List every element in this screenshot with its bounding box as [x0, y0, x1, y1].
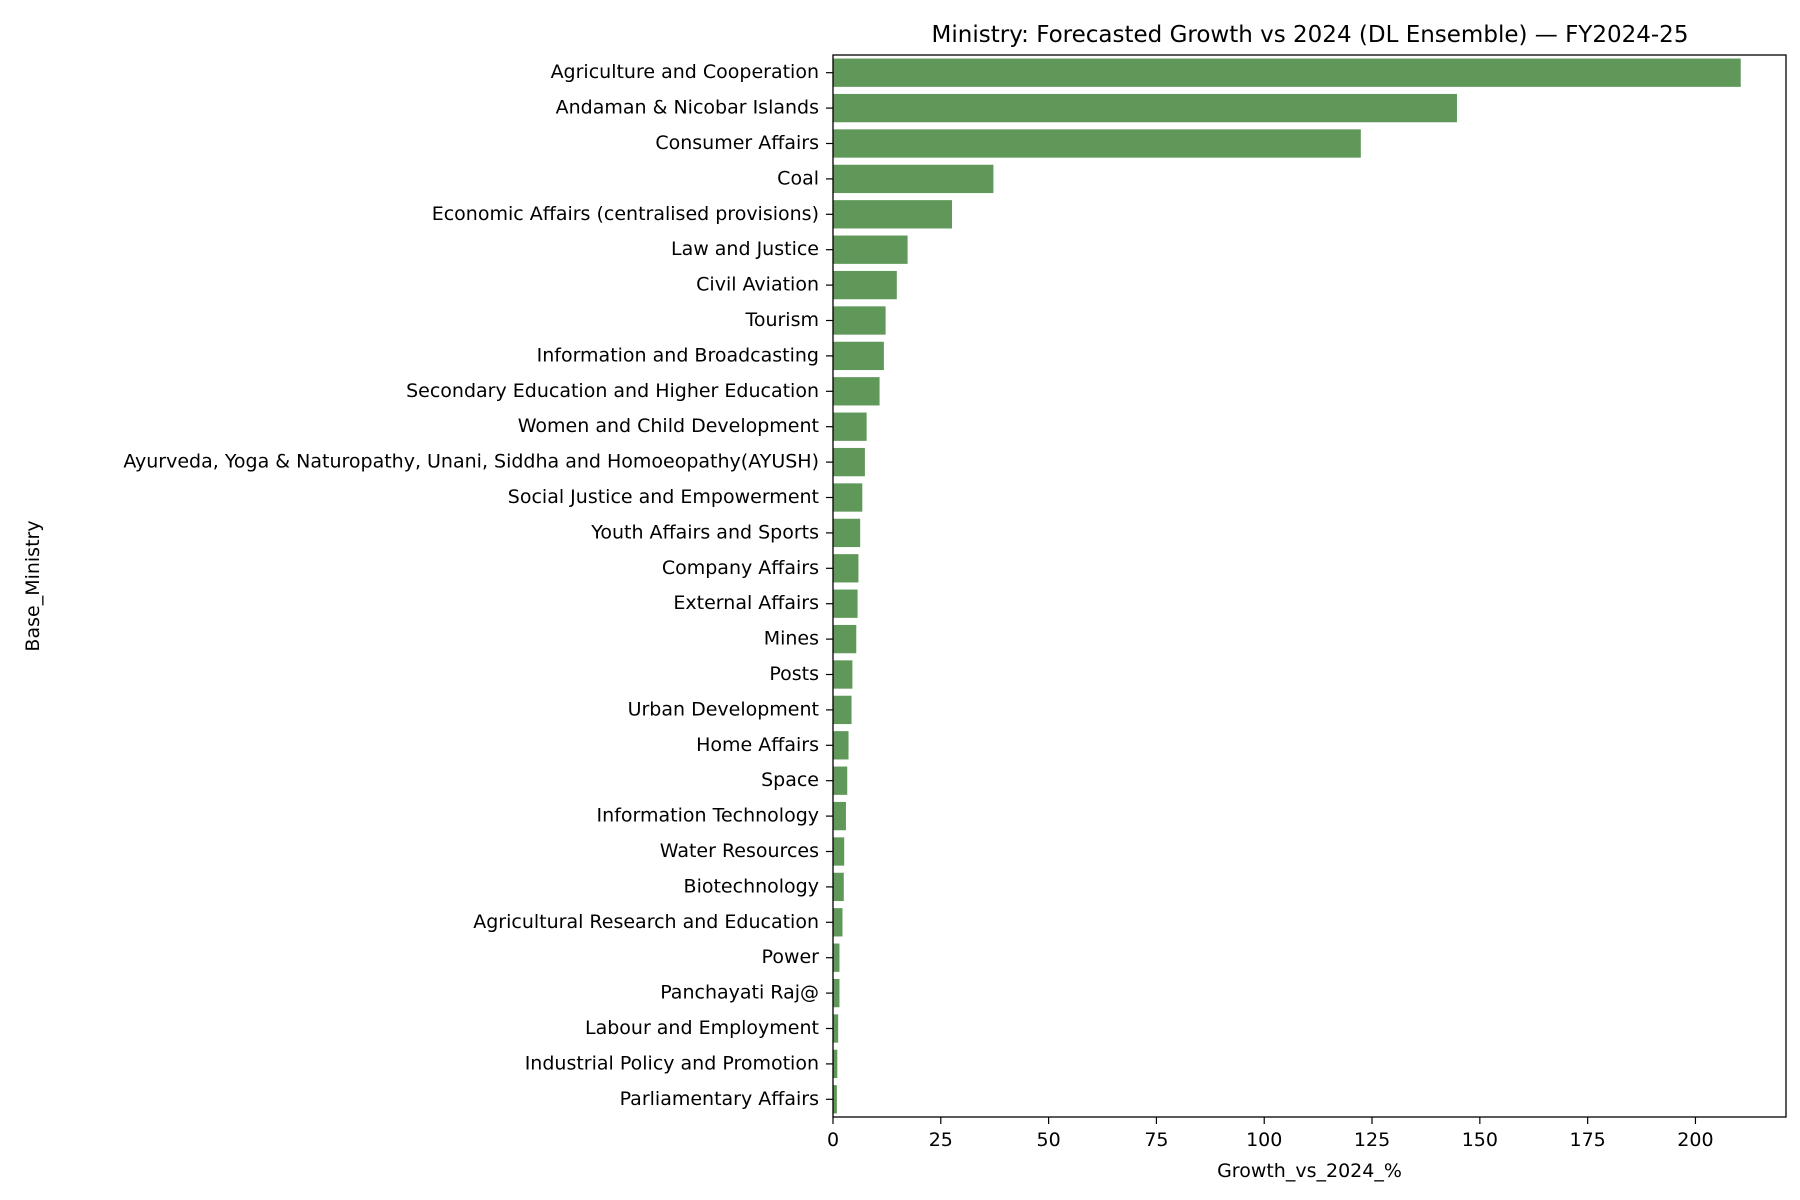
y-tick-label: Water Resources [660, 840, 819, 862]
x-tick-label: 150 [1462, 1129, 1498, 1151]
y-tick-label: Information and Broadcasting [537, 344, 819, 366]
bar [833, 377, 880, 406]
bar [833, 235, 908, 264]
bar [833, 447, 865, 477]
bars-group [833, 58, 1741, 1114]
bar [833, 801, 846, 831]
y-tick-label: Biotechnology [684, 875, 819, 897]
chart-title: Ministry: Forecasted Growth vs 2024 (DL … [932, 22, 1689, 48]
plot-frame [832, 54, 1787, 1118]
bar [833, 943, 840, 972]
bar [833, 200, 953, 229]
y-tick-label: Civil Aviation [696, 274, 819, 296]
bar [833, 624, 857, 654]
y-tick-label: Youth Affairs and Sports [590, 521, 819, 543]
bar [833, 660, 853, 689]
bar [833, 270, 897, 300]
y-tick-label: Power [762, 946, 820, 968]
y-tick-label: Urban Development [628, 698, 819, 720]
y-tick-label: Information Technology [597, 805, 819, 827]
y-tick-label: Economic Affairs (centralised provisions… [432, 203, 819, 225]
y-tick-label: Parliamentary Affairs [620, 1088, 819, 1110]
bar [833, 872, 844, 902]
bar [833, 129, 1361, 158]
x-tick-label: 25 [929, 1129, 953, 1151]
bar [833, 341, 884, 371]
bar [833, 58, 1741, 87]
y-tick-label: Posts [769, 663, 819, 685]
bar [833, 1085, 837, 1114]
y-tick-label: Industrial Policy and Promotion [525, 1052, 819, 1074]
y-tick-label: Women and Child Development [518, 415, 819, 437]
y-tick-label: Andaman & Nicobar Islands [556, 97, 819, 119]
bar [833, 554, 859, 583]
bar [833, 518, 861, 548]
bar [833, 589, 858, 618]
bar [833, 731, 849, 760]
y-tick-label: Labour and Employment [585, 1017, 819, 1039]
y-tick-label: Law and Justice [671, 238, 819, 260]
bar [833, 93, 1457, 123]
y-ticks-group: Agriculture and Cooperation Andaman & Nic… [123, 61, 833, 1110]
y-tick-label: Space [761, 769, 819, 791]
y-tick-label: External Affairs [673, 592, 819, 614]
bar [833, 412, 867, 441]
bar [833, 1014, 839, 1043]
y-tick-label: Agriculture and Cooperation [551, 61, 819, 83]
y-axis-label: Base_Ministry [22, 520, 44, 651]
bar [833, 1049, 838, 1079]
y-tick-label: Tourism [744, 309, 819, 331]
y-tick-label: Coal [777, 167, 819, 189]
bar [833, 766, 848, 795]
x-ticks-group: 0 25 50 75 100 125 150 175 200 [827, 1117, 1714, 1151]
y-tick-label: Ayurveda, Yoga & Naturopathy, Unani, Sid… [123, 451, 819, 473]
y-tick-label: Secondary Education and Higher Education [406, 380, 819, 402]
x-tick-label: 175 [1570, 1129, 1606, 1151]
x-tick-label: 100 [1246, 1129, 1282, 1151]
bar [833, 978, 840, 1008]
y-tick-label: Home Affairs [696, 734, 819, 756]
y-tick-label: Social Justice and Empowerment [508, 486, 819, 508]
bar [833, 164, 994, 194]
x-tick-label: 50 [1037, 1129, 1061, 1151]
bar [833, 695, 852, 725]
y-tick-label: Panchayati Raj@ [660, 982, 819, 1004]
y-tick-label: Company Affairs [662, 557, 819, 579]
y-tick-label: Mines [764, 628, 819, 650]
x-tick-label: 0 [827, 1129, 839, 1151]
x-tick-label: 75 [1144, 1129, 1168, 1151]
y-tick-label: Consumer Affairs [655, 132, 819, 154]
y-tick-label: Agricultural Research and Education [473, 911, 819, 933]
bar [833, 908, 843, 937]
x-tick-label: 200 [1677, 1129, 1713, 1151]
bar [833, 483, 863, 512]
bar [833, 837, 845, 866]
bar [833, 306, 886, 335]
x-axis-label: Growth_vs_2024_% [1217, 1160, 1402, 1182]
x-tick-label: 125 [1354, 1129, 1390, 1151]
